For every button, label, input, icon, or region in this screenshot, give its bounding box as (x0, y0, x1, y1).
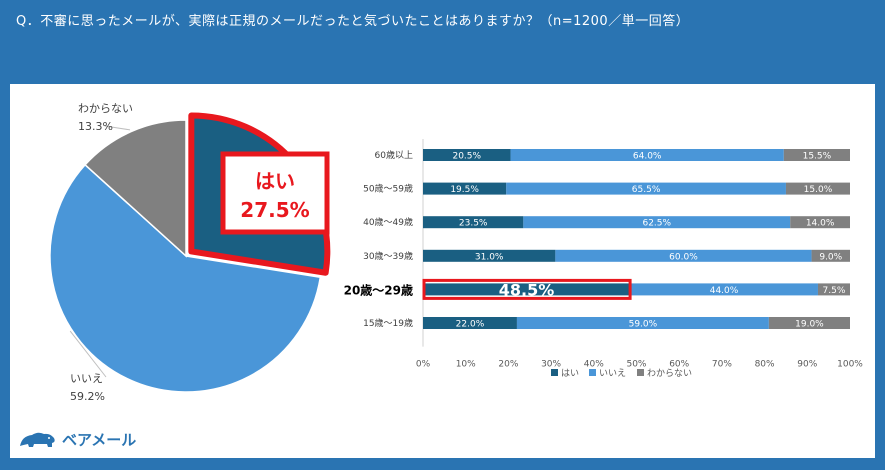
legend-swatch-1 (589, 369, 596, 376)
bar-category-label-3: 30歳～39歳 (363, 250, 413, 262)
bar-3-2 (811, 249, 850, 262)
pie-label-yes: はい (255, 169, 295, 193)
legend-swatch-0 (551, 369, 558, 376)
bar-label-1-1: 65.5% (632, 185, 661, 195)
bar-2-2 (790, 216, 850, 229)
bar-1-2 (785, 182, 850, 195)
x-tick-7: 70% (712, 360, 732, 370)
bar-5-2 (768, 317, 850, 329)
pie-label-unknown: わからない (78, 102, 133, 115)
legend-label-2: わからない (647, 368, 692, 379)
bar-category-label-4: 20歳～29歳 (344, 282, 413, 297)
x-tick-4: 40% (584, 360, 604, 370)
bar-label-4-2: 7.5% (823, 286, 846, 296)
x-tick-10: 100% (837, 360, 863, 370)
bar-4-0 (423, 283, 631, 296)
pie-slice-1 (49, 163, 322, 393)
x-tick-6: 60% (669, 360, 689, 370)
x-tick-0: 0% (416, 360, 431, 370)
bar-label-4-1: 44.0% (710, 286, 739, 296)
logo: ベアメール (18, 428, 136, 450)
pie-leader-no (69, 330, 107, 378)
pie-value-unknown: 13.3% (78, 120, 113, 133)
chart-canvas: はい 27.5% いいえ 59.2% わからない 13.3% 60歳以上 20.5% 64.0%… (49, 102, 863, 403)
legend-swatch-2 (637, 369, 644, 376)
bar-label-5-2: 19.0% (795, 320, 824, 330)
x-tick-2: 20% (498, 360, 518, 370)
bar-3-0 (423, 249, 556, 262)
pie-leader-unknown (104, 125, 131, 131)
x-tick-1: 10% (456, 360, 476, 370)
legend-label-1: いいえ (599, 368, 626, 379)
pie-slice-2 (84, 119, 187, 258)
bar-category-label-5: 15歳～19歳 (363, 317, 413, 329)
bar-label-3-2: 9.0% (819, 252, 842, 262)
bar-label-0-0: 20.5% (452, 152, 481, 162)
bar-label-3-0: 31.0% (475, 252, 504, 262)
bar-label-5-1: 59.0% (629, 320, 658, 330)
pie-value-no: 59.2% (70, 390, 105, 403)
bar-label-2-2: 14.0% (806, 219, 835, 229)
bar-1-1 (506, 182, 786, 195)
bar-label-0-1: 64.0% (633, 152, 662, 162)
bar-4-1 (630, 283, 818, 296)
bar-4-2 (817, 283, 850, 296)
bar-label-2-1: 62.5% (642, 219, 671, 229)
bar-label-4-0: 48.5% (499, 280, 555, 299)
legend-label-0: はい (561, 368, 579, 379)
bar-2-1 (523, 216, 791, 229)
bar-label-5-0: 22.0% (456, 320, 485, 330)
bar-category-label-0: 60歳以上 (375, 149, 413, 161)
pie-label-no: いいえ (70, 372, 103, 385)
bar-5-1 (516, 317, 769, 329)
bear-icon (20, 432, 55, 447)
x-tick-9: 90% (797, 360, 817, 370)
chart-panel: はい 27.5% いいえ 59.2% わからない 13.3% 60歳以上 20.5% 64.0%… (10, 84, 875, 458)
question-title: Q．不審に思ったメールが、実際は正規のメールだったと気づいたことはありますか？（… (16, 14, 690, 29)
x-tick-5: 50% (626, 360, 646, 370)
bar-highlight-box (422, 278, 632, 300)
bar-label-3-1: 60.0% (669, 252, 698, 262)
bar-category-label-1: 50歳～59歳 (363, 183, 413, 195)
bar-2-0 (423, 216, 524, 229)
bar-3-1 (555, 249, 812, 262)
pie-value-yes: 27.5% (240, 198, 309, 222)
bar-label-1-2: 15.0% (804, 185, 833, 195)
bar-category-label-2: 40歳～49歳 (363, 216, 413, 228)
x-tick-8: 80% (755, 360, 775, 370)
x-tick-3: 30% (541, 360, 561, 370)
bar-label-2-0: 23.5% (459, 219, 488, 229)
bar-5-0 (423, 317, 517, 329)
bar-label-0-2: 15.5% (803, 152, 832, 162)
bar-0-0 (423, 149, 511, 161)
bar-label-1-0: 19.5% (450, 185, 479, 195)
pie-highlight-box (220, 151, 330, 235)
logo-text: ベアメール (62, 430, 137, 449)
bar-0-2 (783, 149, 850, 161)
bar-0-1 (510, 149, 784, 161)
bar-1-0 (423, 182, 507, 195)
